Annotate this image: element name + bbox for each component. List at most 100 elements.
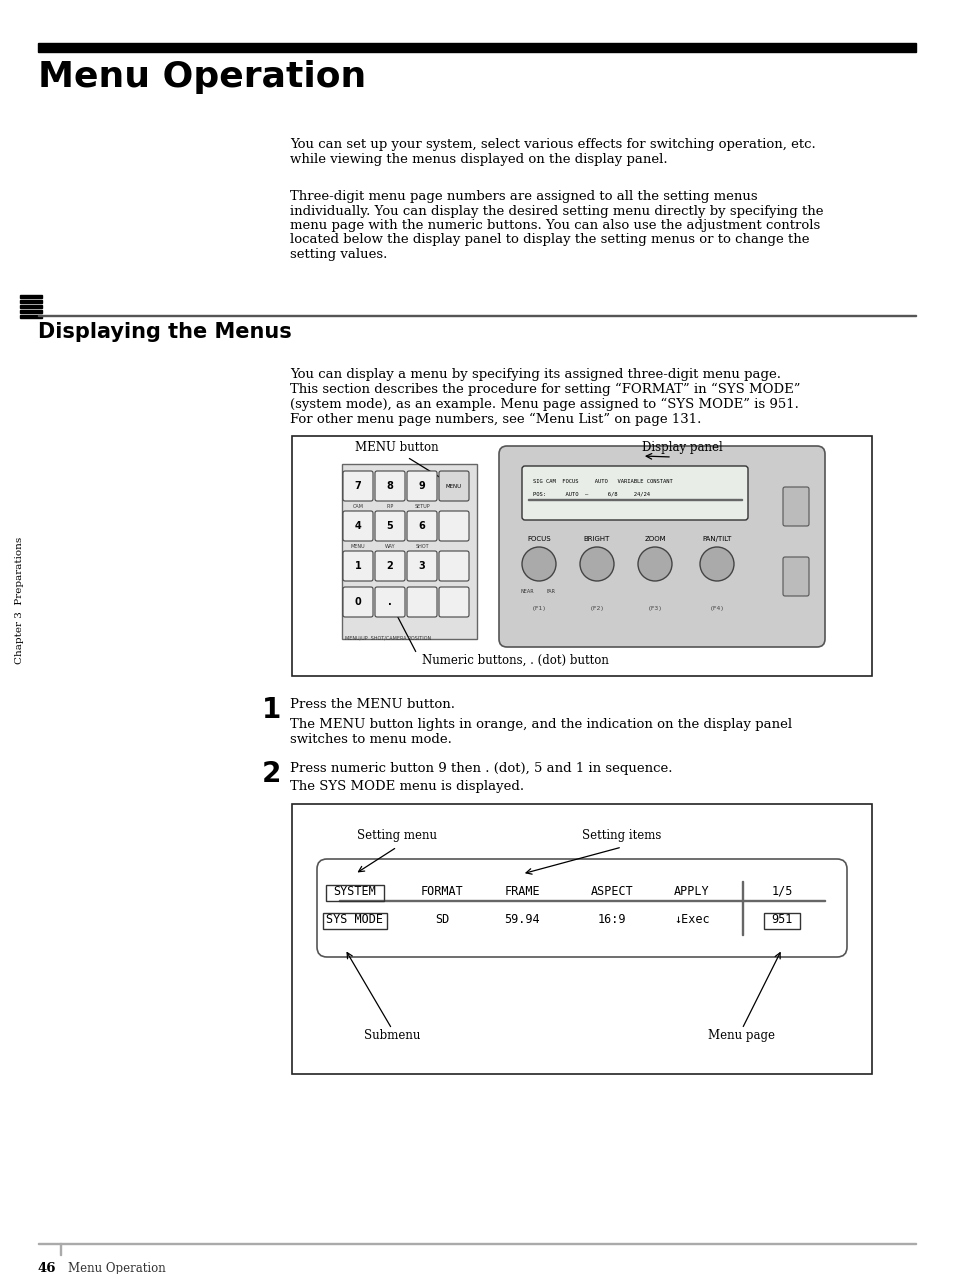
Bar — [741, 882, 742, 935]
Text: ZOOM: ZOOM — [643, 536, 665, 541]
Text: 16:9: 16:9 — [598, 913, 625, 926]
Text: ASPECT: ASPECT — [590, 885, 633, 898]
Text: .: . — [388, 598, 392, 606]
Text: Chapter 3  Preparations: Chapter 3 Preparations — [15, 536, 25, 664]
Bar — [323, 913, 387, 929]
Text: SIG CAM  FOCUS     AUTO   VARIABLE CONSTANT: SIG CAM FOCUS AUTO VARIABLE CONSTANT — [533, 479, 672, 484]
FancyBboxPatch shape — [521, 466, 747, 520]
Text: PAN/TILT: PAN/TILT — [701, 536, 731, 541]
Text: Display panel: Display panel — [641, 441, 721, 454]
Text: Setting items: Setting items — [581, 829, 661, 842]
Text: SHOT: SHOT — [415, 544, 428, 549]
Bar — [20, 310, 42, 313]
Text: SD: SD — [435, 913, 449, 926]
FancyBboxPatch shape — [438, 550, 469, 581]
FancyBboxPatch shape — [316, 859, 846, 957]
Bar — [20, 304, 42, 308]
Text: 8: 8 — [386, 482, 393, 490]
Bar — [763, 913, 800, 929]
Text: (F3): (F3) — [647, 606, 661, 612]
Circle shape — [521, 547, 556, 581]
Circle shape — [638, 547, 671, 581]
Text: MENU: MENU — [351, 544, 365, 549]
FancyBboxPatch shape — [438, 471, 469, 501]
Text: The MENU button lights in orange, and the indication on the display panel: The MENU button lights in orange, and th… — [290, 719, 791, 731]
Text: setting values.: setting values. — [290, 248, 387, 261]
FancyBboxPatch shape — [782, 487, 808, 526]
Text: MENU: MENU — [445, 484, 461, 488]
FancyBboxPatch shape — [343, 511, 373, 541]
FancyBboxPatch shape — [407, 471, 436, 501]
Text: switches to menu mode.: switches to menu mode. — [290, 733, 452, 747]
FancyBboxPatch shape — [407, 587, 436, 617]
Text: MENU/UP  SHOT/CAMERA POSITION: MENU/UP SHOT/CAMERA POSITION — [345, 636, 431, 641]
Text: MENU button: MENU button — [355, 441, 438, 454]
Bar — [20, 299, 42, 303]
Text: Submenu: Submenu — [363, 1029, 419, 1042]
FancyBboxPatch shape — [343, 550, 373, 581]
FancyBboxPatch shape — [438, 587, 469, 617]
Text: FAR: FAR — [546, 589, 555, 594]
Text: Press numeric button 9 then . (dot), 5 and 1 in sequence.: Press numeric button 9 then . (dot), 5 a… — [290, 762, 672, 775]
Text: Numeric buttons, . (dot) button: Numeric buttons, . (dot) button — [421, 654, 608, 668]
Text: 5: 5 — [386, 521, 393, 531]
Bar — [292, 436, 871, 676]
Text: 2: 2 — [386, 561, 393, 571]
Text: BRIGHT: BRIGHT — [583, 536, 610, 541]
Text: 1: 1 — [355, 561, 361, 571]
FancyBboxPatch shape — [375, 471, 405, 501]
FancyBboxPatch shape — [343, 587, 373, 617]
Bar — [38, 43, 915, 52]
Text: (F4): (F4) — [709, 606, 723, 612]
Text: (F2): (F2) — [589, 606, 604, 612]
FancyBboxPatch shape — [407, 511, 436, 541]
Text: WAY: WAY — [384, 544, 395, 549]
Text: The SYS MODE menu is displayed.: The SYS MODE menu is displayed. — [290, 780, 523, 792]
Text: 46: 46 — [38, 1263, 56, 1274]
Text: Menu Operation: Menu Operation — [68, 1263, 166, 1274]
Text: FOCUS: FOCUS — [527, 536, 550, 541]
Text: CAM: CAM — [352, 505, 363, 510]
Text: while viewing the menus displayed on the display panel.: while viewing the menus displayed on the… — [290, 153, 667, 166]
Text: 4: 4 — [355, 521, 361, 531]
Bar — [326, 885, 384, 901]
Text: 0: 0 — [355, 598, 361, 606]
Text: This section describes the procedure for setting “FORMAT” in “SYS MODE”: This section describes the procedure for… — [290, 383, 800, 396]
Text: POS:      AUTO  —      6/8     24/24: POS: AUTO — 6/8 24/24 — [533, 490, 649, 496]
Text: APPLY: APPLY — [674, 885, 709, 898]
Text: Menu Operation: Menu Operation — [38, 60, 366, 94]
Text: FRAME: FRAME — [503, 885, 539, 898]
Text: Menu page: Menu page — [708, 1029, 775, 1042]
Text: 3: 3 — [418, 561, 425, 571]
Text: PIP: PIP — [386, 505, 394, 510]
FancyBboxPatch shape — [438, 511, 469, 541]
Circle shape — [579, 547, 614, 581]
Text: 9: 9 — [418, 482, 425, 490]
FancyBboxPatch shape — [407, 550, 436, 581]
Bar — [20, 315, 42, 318]
Text: individually. You can display the desired setting menu directly by specifying th: individually. You can display the desire… — [290, 205, 822, 218]
FancyBboxPatch shape — [343, 471, 373, 501]
Text: menu page with the numeric buttons. You can also use the adjustment controls: menu page with the numeric buttons. You … — [290, 219, 820, 232]
Text: SYS MODE: SYS MODE — [326, 913, 383, 926]
Bar — [20, 296, 42, 298]
Bar — [292, 804, 871, 1074]
Text: For other menu page numbers, see “Menu List” on page 131.: For other menu page numbers, see “Menu L… — [290, 413, 700, 427]
Text: (F1): (F1) — [531, 606, 546, 612]
Text: Press the MENU button.: Press the MENU button. — [290, 698, 455, 711]
FancyBboxPatch shape — [375, 550, 405, 581]
Text: (system mode), as an example. Menu page assigned to “SYS MODE” is 951.: (system mode), as an example. Menu page … — [290, 397, 798, 412]
FancyBboxPatch shape — [375, 511, 405, 541]
Circle shape — [700, 547, 733, 581]
Bar — [60, 1243, 61, 1255]
Text: ↓Exec: ↓Exec — [674, 913, 709, 926]
Text: You can set up your system, select various effects for switching operation, etc.: You can set up your system, select vario… — [290, 138, 815, 152]
FancyBboxPatch shape — [498, 446, 824, 647]
Text: located below the display panel to display the setting menus or to change the: located below the display panel to displ… — [290, 233, 809, 246]
Text: NEAR: NEAR — [519, 589, 534, 594]
Text: 1/5: 1/5 — [771, 885, 792, 898]
Text: 1: 1 — [262, 696, 281, 724]
Text: 59.94: 59.94 — [503, 913, 539, 926]
Bar — [341, 464, 476, 640]
Text: 6: 6 — [418, 521, 425, 531]
